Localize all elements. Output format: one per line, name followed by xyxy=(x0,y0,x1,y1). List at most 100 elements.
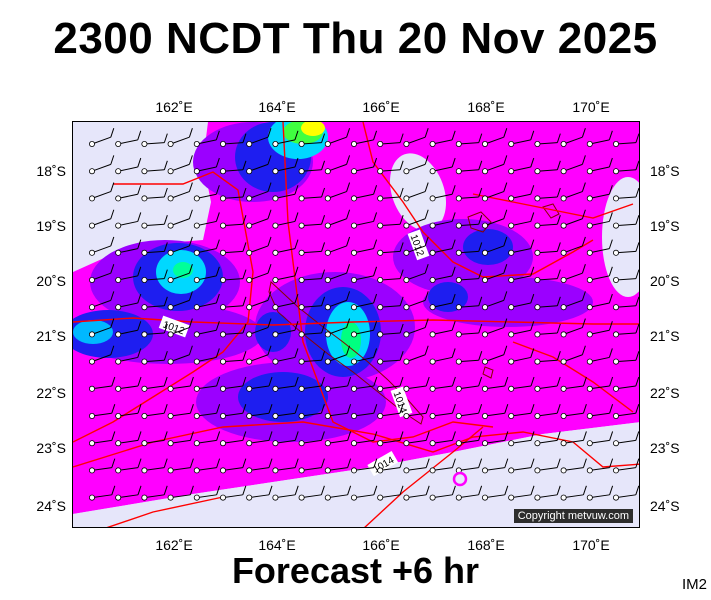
wind-barb-station xyxy=(272,412,279,419)
wind-barb-station xyxy=(534,168,541,175)
wind-barb-flag xyxy=(294,185,299,195)
wind-barb-station xyxy=(560,440,567,447)
wind-barb-station xyxy=(377,467,384,474)
wind-barb-station xyxy=(193,304,200,311)
wind-barb-station xyxy=(246,249,253,256)
wind-barb-shaft xyxy=(563,218,583,227)
wind-barb-flag xyxy=(110,209,115,219)
wind-barb-shaft xyxy=(380,305,401,308)
wind-barb-flag xyxy=(635,431,639,441)
wind-barb-station xyxy=(508,358,515,365)
wind-barb-shaft xyxy=(170,245,190,254)
wind-barb-station xyxy=(429,304,436,311)
wind-barb-flag xyxy=(478,404,483,414)
wind-barb-shaft xyxy=(222,494,243,499)
wind-barb-shaft xyxy=(118,248,138,254)
wind-barb-station xyxy=(377,304,384,311)
wind-barb-station xyxy=(481,358,488,365)
wind-barb-shaft xyxy=(275,385,296,390)
lon-label-bottom-168: 168˚E xyxy=(467,537,505,553)
wind-barb-shaft xyxy=(537,359,558,363)
wind-barb-flag xyxy=(110,236,115,247)
wind-barb-shaft xyxy=(589,356,610,363)
wind-barb-flag xyxy=(321,187,326,198)
wind-barb-station xyxy=(272,358,279,365)
wind-barb-station xyxy=(88,140,95,147)
wind-barb-station xyxy=(534,249,541,256)
wind-barb-shaft xyxy=(144,494,165,499)
wind-barb-shaft xyxy=(222,223,243,227)
lat-label-left-20: 20˚S xyxy=(36,273,66,289)
wind-barb-flag xyxy=(504,458,509,468)
wind-barb-station xyxy=(167,494,174,501)
wind-barb-station xyxy=(534,467,541,474)
wind-barb-station xyxy=(481,440,488,447)
wind-barb-flag xyxy=(635,269,639,279)
wind-barb-flag xyxy=(530,185,535,195)
wind-barb-shaft xyxy=(406,494,427,499)
wind-barb-station xyxy=(219,304,226,311)
wind-barb-flag xyxy=(189,485,194,495)
wind-barb-station xyxy=(350,440,357,447)
wind-barb-flag xyxy=(321,323,326,334)
wind-barb-flag xyxy=(294,348,299,358)
wind-barb-flag xyxy=(451,348,456,358)
wind-barb-shaft xyxy=(406,412,427,417)
wind-barb-station xyxy=(586,412,593,419)
wind-barb-flag xyxy=(294,157,299,168)
wind-barb-station xyxy=(508,249,515,256)
wind-barb-shaft xyxy=(406,218,426,227)
wind-barb-flag xyxy=(347,458,352,468)
wind-barb-flag xyxy=(478,215,483,225)
wind-barb-flag xyxy=(163,133,168,143)
wind-barb-flag xyxy=(110,291,115,301)
lat-label-left-22: 22˚S xyxy=(36,385,66,401)
wind-barb-station xyxy=(560,140,567,147)
wind-barb-station xyxy=(455,276,462,283)
wind-barb-flag xyxy=(503,182,508,192)
wind-barb-station xyxy=(324,195,331,202)
wind-barb-station xyxy=(298,467,305,474)
wind-barb-flag xyxy=(530,348,535,358)
wind-barb-flag xyxy=(268,485,273,495)
wind-barb-shaft xyxy=(615,278,636,281)
wind-barb-shaft xyxy=(589,302,610,308)
wind-barb-flag xyxy=(111,458,116,468)
wind-barb-flag xyxy=(321,296,326,306)
wind-barb-station xyxy=(508,168,515,175)
wind-barb-flag xyxy=(267,291,272,301)
weather-map: 1012 1012 1014 1014 Copyright metvuw.com xyxy=(72,121,640,528)
wind-barb-flag xyxy=(137,348,142,358)
wind-barb-station xyxy=(193,440,200,447)
wind-barb-station xyxy=(324,304,331,311)
wind-barb-flag xyxy=(163,215,168,225)
wind-barb-shaft xyxy=(144,305,165,308)
wind-barb-station xyxy=(403,440,410,447)
wind-barb-shaft xyxy=(249,272,269,281)
wind-barb-flag xyxy=(163,296,168,306)
wind-barb-shaft xyxy=(537,223,558,227)
wind-barb-flag xyxy=(609,376,614,387)
wind-barb-station xyxy=(219,385,226,392)
wind-barb-shaft xyxy=(511,356,531,363)
wind-barb-flag xyxy=(399,485,404,495)
wind-barb-station xyxy=(298,168,305,175)
wind-barb-station xyxy=(246,412,253,419)
wind-barb-station xyxy=(193,249,200,256)
wind-barb-shaft xyxy=(91,191,111,199)
wind-barb-station xyxy=(167,385,174,392)
wind-barb-flag xyxy=(399,296,404,306)
wind-barb-flag xyxy=(188,318,193,328)
wind-barb-station xyxy=(167,140,174,147)
wind-barb-station xyxy=(429,467,436,474)
wind-barb-station xyxy=(246,304,253,311)
lat-label-left-24: 24˚S xyxy=(36,498,66,514)
wind-barb-flag xyxy=(581,155,586,165)
wind-barb-flag xyxy=(451,404,456,414)
wind-barb-shaft xyxy=(406,245,426,254)
wind-barb-flag xyxy=(242,485,247,495)
wind-barb-shaft xyxy=(615,385,636,390)
wind-barb-station xyxy=(350,304,357,311)
wind-barb-flag xyxy=(582,404,587,414)
wind-barb-flag xyxy=(137,266,142,276)
